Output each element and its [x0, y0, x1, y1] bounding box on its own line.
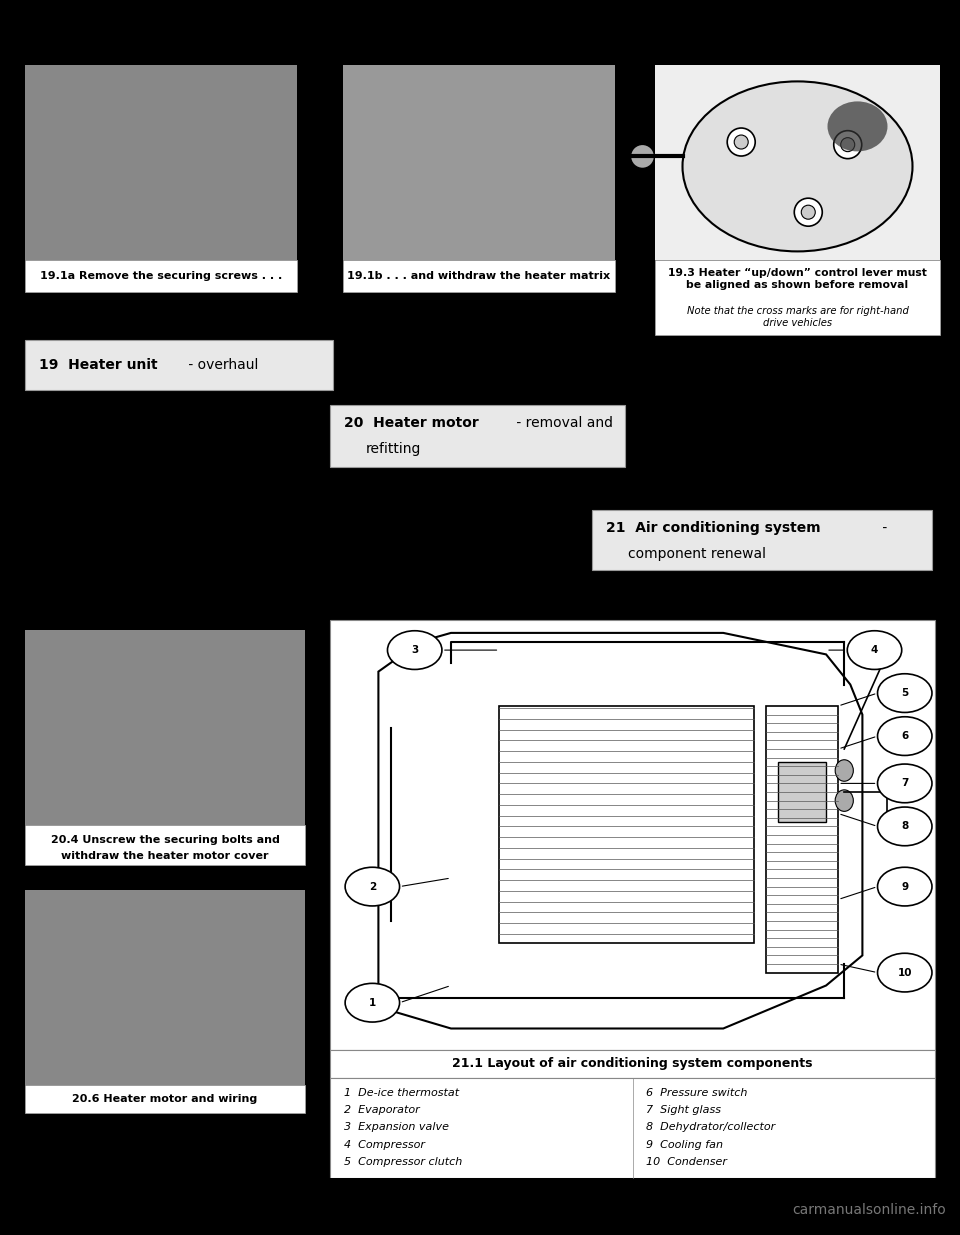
Text: withdraw the heater motor cover: withdraw the heater motor cover [61, 851, 269, 861]
Text: 20.6 Heater motor and wiring: 20.6 Heater motor and wiring [72, 1094, 257, 1104]
Circle shape [877, 764, 932, 803]
Text: - overhaul: - overhaul [184, 358, 258, 372]
Text: refitting: refitting [366, 442, 421, 456]
Bar [25, 261, 297, 291]
Text: 2  Evaporator: 2 Evaporator [344, 1105, 420, 1115]
Ellipse shape [828, 101, 887, 152]
Bar [499, 706, 754, 942]
Text: 5  Compressor clutch: 5 Compressor clutch [344, 1157, 463, 1167]
Bar [330, 1050, 935, 1078]
Bar [25, 340, 333, 390]
Text: component renewal: component renewal [628, 547, 766, 561]
Text: 8  Dehydrator/collector: 8 Dehydrator/collector [646, 1123, 776, 1132]
Text: 19.1b . . . and withdraw the heater matrix: 19.1b . . . and withdraw the heater matr… [348, 270, 611, 282]
Bar [25, 630, 305, 825]
Text: 7: 7 [901, 778, 908, 788]
Text: 6: 6 [901, 731, 908, 741]
Circle shape [388, 631, 442, 669]
Text: carmanualsonline.info: carmanualsonline.info [792, 1203, 946, 1216]
Bar [592, 510, 932, 571]
Bar [330, 1078, 935, 1178]
Text: 2: 2 [369, 882, 376, 892]
Text: 6  Pressure switch: 6 Pressure switch [646, 1088, 748, 1098]
Bar [0, 1178, 960, 1235]
Bar [25, 65, 297, 261]
Text: 19.3 Heater “up/down” control lever must
be aligned as shown before removal: 19.3 Heater “up/down” control lever must… [668, 268, 927, 289]
Circle shape [794, 198, 823, 226]
Bar [25, 825, 305, 864]
Ellipse shape [683, 82, 913, 252]
Ellipse shape [835, 790, 853, 811]
Circle shape [346, 983, 399, 1023]
Bar [330, 405, 625, 467]
Circle shape [346, 867, 399, 906]
Text: -: - [878, 521, 887, 535]
Bar [343, 65, 615, 261]
Text: 3  Expansion valve: 3 Expansion valve [344, 1123, 449, 1132]
Bar [330, 620, 935, 1050]
Text: 20.4 Unscrew the securing bolts and: 20.4 Unscrew the securing bolts and [51, 835, 279, 845]
Text: 9  Cooling fan: 9 Cooling fan [646, 1140, 724, 1150]
Text: 4: 4 [871, 645, 878, 655]
Circle shape [802, 205, 815, 219]
Bar [655, 65, 940, 261]
Circle shape [877, 716, 932, 756]
Text: 8: 8 [901, 821, 908, 831]
Text: Note that the cross marks are for right-hand
drive vehicles: Note that the cross marks are for right-… [686, 306, 908, 327]
Bar [0, 0, 960, 61]
Bar [343, 261, 615, 291]
Circle shape [734, 135, 748, 149]
Text: 1: 1 [369, 998, 376, 1008]
Text: 1  De-ice thermostat: 1 De-ice thermostat [344, 1088, 459, 1098]
Circle shape [631, 144, 655, 168]
Text: 4  Compressor: 4 Compressor [344, 1140, 425, 1150]
Text: 9: 9 [901, 882, 908, 892]
Circle shape [877, 953, 932, 992]
Text: 21.1 Layout of air conditioning system components: 21.1 Layout of air conditioning system c… [452, 1057, 813, 1071]
Bar [25, 890, 305, 1086]
Circle shape [877, 867, 932, 906]
Bar [765, 706, 838, 973]
Text: 21  Air conditioning system: 21 Air conditioning system [606, 521, 821, 535]
Text: 19  Heater unit: 19 Heater unit [39, 358, 157, 372]
Text: - removal and: - removal and [512, 416, 613, 430]
Circle shape [841, 137, 854, 152]
Circle shape [848, 631, 901, 669]
Circle shape [877, 806, 932, 846]
Circle shape [833, 131, 862, 158]
Circle shape [728, 128, 756, 156]
Bar [778, 762, 827, 823]
Text: 19.1a Remove the securing screws . . .: 19.1a Remove the securing screws . . . [40, 270, 282, 282]
Text: 7  Sight glass: 7 Sight glass [646, 1105, 722, 1115]
Ellipse shape [835, 760, 853, 782]
Text: 10  Condenser: 10 Condenser [646, 1157, 728, 1167]
Text: 10: 10 [898, 967, 912, 978]
Text: 20  Heater motor: 20 Heater motor [344, 416, 479, 430]
Circle shape [877, 674, 932, 713]
Text: 5: 5 [901, 688, 908, 698]
Bar [655, 261, 940, 335]
Text: 3: 3 [411, 645, 419, 655]
Bar [25, 1086, 305, 1113]
